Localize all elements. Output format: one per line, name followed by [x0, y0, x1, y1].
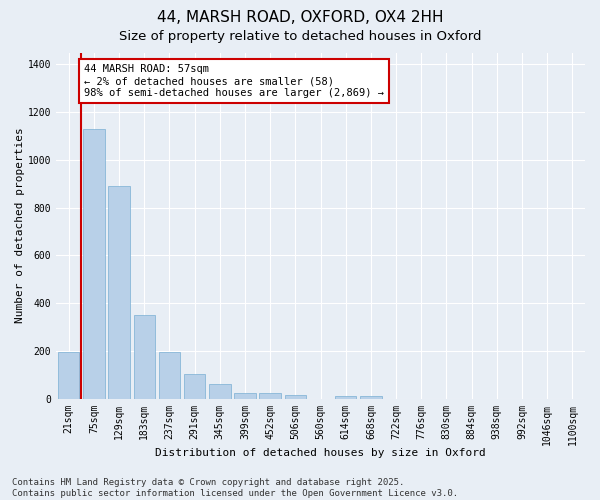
- Bar: [134, 315, 155, 398]
- Text: 44 MARSH ROAD: 57sqm
← 2% of detached houses are smaller (58)
98% of semi-detach: 44 MARSH ROAD: 57sqm ← 2% of detached ho…: [84, 64, 384, 98]
- Bar: [83, 129, 104, 398]
- Bar: [259, 394, 281, 398]
- Text: Size of property relative to detached houses in Oxford: Size of property relative to detached ho…: [119, 30, 481, 43]
- Y-axis label: Number of detached properties: Number of detached properties: [15, 128, 25, 324]
- Text: 44, MARSH ROAD, OXFORD, OX4 2HH: 44, MARSH ROAD, OXFORD, OX4 2HH: [157, 10, 443, 25]
- Bar: [284, 395, 306, 398]
- Bar: [360, 396, 382, 398]
- Bar: [209, 384, 230, 398]
- X-axis label: Distribution of detached houses by size in Oxford: Distribution of detached houses by size …: [155, 448, 486, 458]
- Bar: [335, 396, 356, 398]
- Bar: [109, 186, 130, 398]
- Bar: [184, 374, 205, 398]
- Bar: [58, 352, 79, 399]
- Text: Contains HM Land Registry data © Crown copyright and database right 2025.
Contai: Contains HM Land Registry data © Crown c…: [12, 478, 458, 498]
- Bar: [235, 393, 256, 398]
- Bar: [159, 352, 180, 399]
